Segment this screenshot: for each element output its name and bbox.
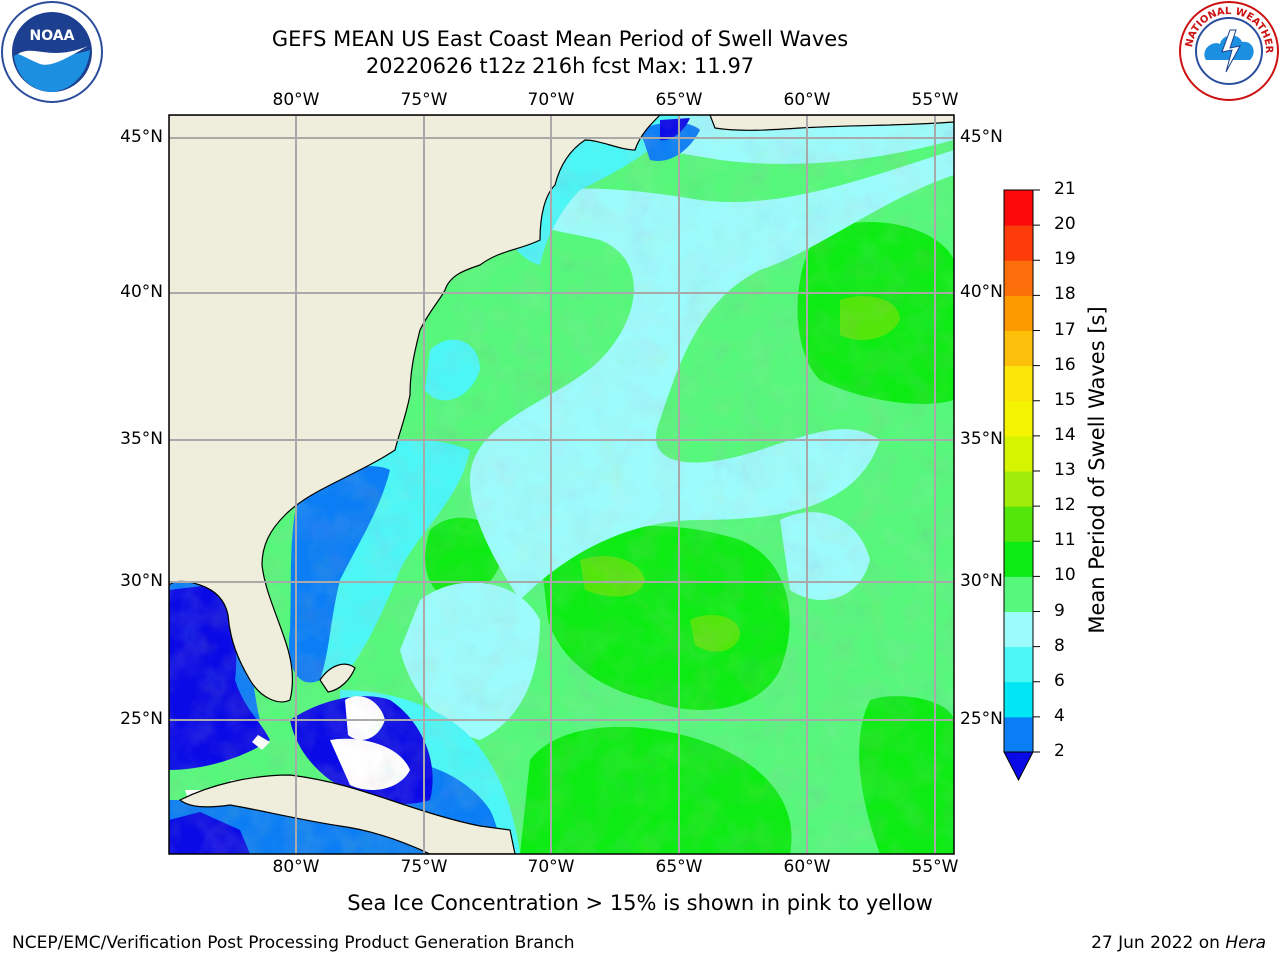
colorbar-tick-label: 4 [1054, 705, 1065, 726]
lon-label-bottom: 80°W [272, 857, 320, 877]
colorbar-tick-label: 10 [1054, 565, 1076, 586]
lat-label-left: 45°N [120, 127, 163, 147]
lon-label-top: 55°W [911, 90, 959, 110]
nws-logo-icon: NATIONAL WEATHER SERVICE [1178, 0, 1279, 101]
colorbar-tick-label: 18 [1054, 284, 1076, 305]
colorbar-tick-label: 11 [1054, 530, 1076, 551]
lat-label-right: 30°N [960, 571, 1003, 591]
colorbar-segment [1004, 365, 1033, 402]
producer-credit: NCEP/EMC/Verification Post Processing Pr… [12, 933, 575, 953]
lon-label-bottom: 75°W [400, 857, 448, 877]
lon-label-bottom: 55°W [911, 857, 959, 877]
colorbar-segment [1004, 541, 1033, 577]
colorbar-segment [1004, 330, 1033, 367]
colorbar-tick-label: 16 [1054, 354, 1076, 375]
colorbar-tick-label: 17 [1054, 319, 1076, 340]
noaa-logo-text: NOAA [30, 28, 75, 44]
lon-label-bottom: 70°W [527, 857, 575, 877]
colorbar-segment [1004, 435, 1033, 472]
colorbar-tick-label: 21 [1054, 179, 1076, 199]
lon-label-top: 75°W [400, 90, 448, 110]
map-frame [168, 114, 955, 855]
colorbar-tick-label: 14 [1054, 424, 1076, 445]
generation-date-text: 27 Jun 2022 on [1091, 933, 1226, 953]
colorbar-tick-label: 20 [1054, 214, 1076, 235]
lat-label-right: 25°N [960, 709, 1003, 729]
colorbar-tick-label: 6 [1054, 670, 1065, 691]
lat-label-left: 25°N [120, 709, 163, 729]
colorbar-tick-label: 2 [1054, 741, 1065, 761]
land-masses [169, 115, 954, 854]
colorbar-tick-label: 13 [1054, 460, 1076, 480]
lon-label-top: 60°W [783, 90, 831, 110]
colorbar [1003, 189, 1040, 782]
graticule [169, 115, 954, 854]
lon-label-top: 65°W [655, 90, 703, 110]
colorbar-tick-label: 15 [1054, 389, 1076, 410]
chart-title: GEFS MEAN US East Coast Mean Period of S… [271, 27, 849, 51]
colorbar-tick-label: 9 [1054, 600, 1065, 621]
chart-subtitle: 20220626 t12z 216h fcst Max: 11.97 [365, 54, 755, 78]
map-area [169, 115, 954, 854]
lat-label-right: 45°N [960, 127, 1003, 147]
noaa-logo-icon: NOAA [1, 1, 103, 103]
colorbar-tick-label: 19 [1054, 249, 1076, 270]
colorbar-segment [1004, 716, 1033, 753]
lat-label-right: 35°N [960, 429, 1003, 449]
lon-label-top: 80°W [272, 90, 320, 110]
generation-host: Hera [1225, 933, 1266, 953]
colorbar-segment [1004, 506, 1033, 542]
colorbar-segment [1004, 295, 1033, 331]
colorbar-segment [1004, 681, 1033, 718]
sea-ice-footnote: Sea Ice Concentration > 15% is shown in … [347, 891, 933, 915]
lat-label-left: 35°N [120, 429, 163, 449]
colorbar-segment [1004, 576, 1033, 612]
colorbar-tick-label: 8 [1054, 635, 1065, 656]
lon-label-bottom: 60°W [783, 857, 831, 877]
colorbar-segment [1004, 646, 1033, 683]
lon-label-bottom: 65°W [655, 857, 703, 877]
colorbar-segment [1004, 611, 1033, 648]
generation-date: 27 Jun 2022 on Hera [1091, 933, 1266, 953]
colorbar-segment [1004, 471, 1033, 507]
colorbar-label: Mean Period of Swell Waves [s] [1085, 306, 1109, 634]
colorbar-segment [1004, 225, 1033, 261]
colorbar-segment [1004, 260, 1033, 296]
lat-label-left: 30°N [120, 571, 163, 591]
colorbar-tick-label: 12 [1054, 495, 1076, 516]
colorbar-segment [1004, 400, 1033, 437]
colorbar-extension [1003, 751, 1034, 782]
lon-label-top: 70°W [527, 90, 575, 110]
lat-label-right: 40°N [960, 282, 1003, 302]
colorbar-segment [1004, 190, 1033, 226]
lat-label-left: 40°N [120, 282, 163, 302]
